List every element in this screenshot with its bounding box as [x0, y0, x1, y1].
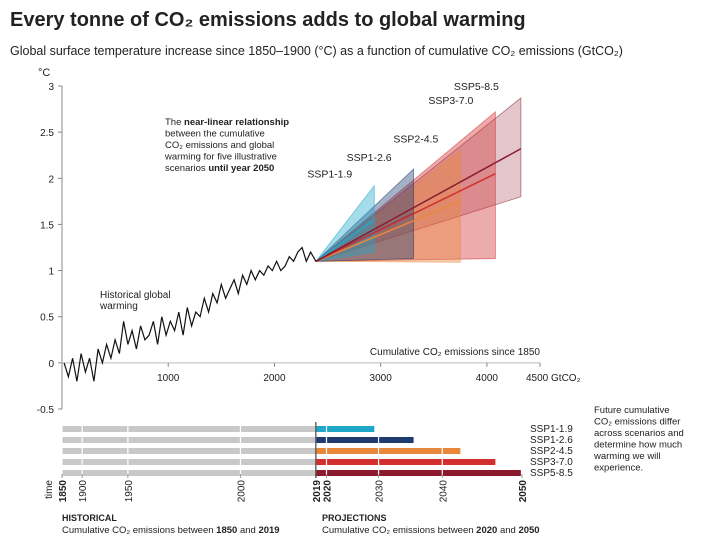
x-tick-label: 1000	[157, 373, 180, 384]
scenario-bar	[315, 426, 375, 432]
x-tick-label: 2000	[263, 373, 286, 384]
historical-label: warming	[99, 301, 138, 312]
time-label: 1850	[58, 480, 69, 503]
annotation: warming for five illustrative	[164, 152, 277, 163]
scenario-legend: SSP3-7.0	[530, 457, 573, 468]
scenario-range	[315, 97, 522, 262]
footer-text: Cumulative CO₂ emissions between 1850 an…	[62, 525, 280, 536]
annotation-part: The	[165, 117, 184, 128]
annotation-part: warming for five illustrative	[164, 152, 277, 163]
annotation-part: near-linear relationship	[184, 117, 289, 128]
footer-text: Cumulative CO₂ emissions between 2020 an…	[322, 525, 540, 536]
annotation: The near-linear relationship	[165, 117, 289, 128]
scenario-range	[314, 110, 496, 262]
annotation-part: scenarios	[165, 163, 208, 174]
scenario-label: SSP2-4.5	[393, 134, 438, 146]
time-axis-label: time	[44, 480, 55, 499]
time-label: 2040	[438, 480, 449, 503]
y-tick-label: 2	[48, 174, 54, 185]
note-line: warming we will	[593, 451, 661, 462]
scenario-line	[315, 219, 375, 262]
time-label: 2020	[322, 480, 333, 503]
note-line: CO₂ emissions differ	[594, 417, 680, 428]
footer-text-part: and	[237, 525, 258, 536]
scenario-label: SSP5-8.5	[454, 81, 499, 93]
footer-text-part: 2019	[258, 525, 279, 536]
historical-label: Historical global	[100, 290, 171, 301]
footer-text-part: Cumulative CO₂ emissions between	[322, 525, 476, 536]
y-tick-label: 2.5	[40, 128, 54, 139]
x-tick-label: 4500 GtCO₂	[526, 373, 581, 384]
scenario-bar	[315, 448, 461, 454]
y-tick-label: 1.5	[40, 220, 54, 231]
chart-subtitle: Global surface temperature increase sinc…	[10, 44, 623, 58]
scenario-legend: SSP1-1.9	[530, 424, 573, 435]
x-axis-label: Cumulative CO₂ emissions since 1850	[370, 347, 541, 358]
y-tick-label: 0	[48, 359, 54, 370]
time-label: 2019	[312, 480, 323, 503]
x-tick-label: 4000	[476, 373, 499, 384]
footer-heading: HISTORICAL	[62, 513, 117, 523]
scenario-bar	[315, 437, 414, 443]
footer-text-part: and	[497, 525, 518, 536]
time-label: 2000	[236, 480, 247, 503]
note-line: across scenarios and	[594, 428, 684, 439]
scenario-legend: SSP2-4.5	[530, 446, 573, 457]
footer-text-part: 1850	[216, 525, 237, 536]
footer-text-part: 2020	[476, 525, 497, 536]
x-tick-label: 3000	[370, 373, 393, 384]
time-label: 2050	[518, 480, 529, 503]
time-label: 1950	[124, 480, 135, 503]
scenario-label: SSP1-1.9	[307, 169, 352, 181]
y-tick-label: 0.5	[40, 313, 54, 324]
footer-text-part: Cumulative CO₂ emissions between	[62, 525, 216, 536]
y-axis-label: °C	[38, 67, 50, 79]
chart-title: Every tonne of CO₂ emissions adds to glo…	[10, 9, 526, 31]
scenario-bar	[315, 459, 496, 465]
annotation-part: between the cumulative	[165, 129, 265, 140]
historical-bar	[62, 426, 316, 432]
annotation: scenarios until year 2050	[165, 163, 274, 174]
historical-bar	[62, 437, 316, 443]
y-tick-label: -0.5	[37, 405, 55, 416]
y-tick-label: 3	[48, 82, 54, 93]
y-tick-label: 1	[48, 267, 54, 278]
scenario-label: SSP1-2.6	[347, 152, 392, 164]
scenario-line	[315, 172, 496, 263]
annotation-part: until year 2050	[208, 163, 274, 174]
scenario-bar	[315, 470, 521, 476]
annotation: CO₂ emissions and global	[165, 140, 274, 151]
annotation-part: CO₂ emissions and global	[165, 140, 274, 151]
historical-bar	[62, 448, 316, 454]
time-label: 2030	[375, 480, 386, 503]
historical-bar	[62, 470, 316, 476]
historical-bar	[62, 459, 316, 465]
footer-heading: PROJECTIONS	[322, 513, 387, 523]
scenario-range	[314, 149, 461, 263]
scenario-line	[315, 148, 522, 263]
note-line: determine how much	[594, 440, 682, 451]
annotation: between the cumulative	[165, 129, 265, 140]
historical-line	[63, 246, 317, 382]
footer-text-part: 2050	[518, 525, 539, 536]
scenario-line	[315, 200, 461, 263]
note-line: experience.	[594, 463, 643, 474]
scenario-label: SSP3-7.0	[428, 95, 473, 107]
note-line: Future cumulative	[594, 405, 670, 416]
scenario-legend: SSP5-8.5	[530, 468, 573, 479]
time-label: 1900	[78, 480, 89, 503]
scenario-legend: SSP1-2.6	[530, 435, 573, 446]
